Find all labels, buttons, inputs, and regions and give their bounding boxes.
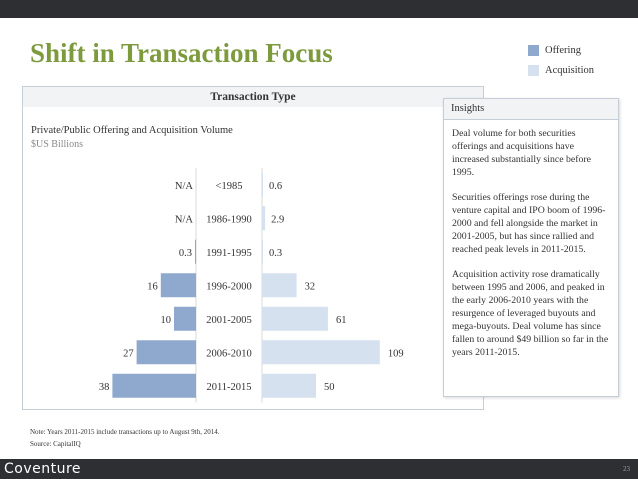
insights-body: Deal volume for both securities offering… [444,120,618,359]
page-number: 23 [623,465,630,473]
page-title: Shift in Transaction Focus [30,38,333,68]
legend-label-acquisition: Acquisition [545,64,594,76]
legend-label-offering: Offering [545,44,581,56]
footnote-note: Note: Years 2011-2015 include transactio… [30,428,220,436]
insights-panel: Insights Deal volume for both securities… [443,98,619,397]
chart-units: $US Billions [31,139,83,150]
legend-item-acquisition: Acquisition [528,60,594,80]
insight-paragraph: Acquisition activity rose dramatically b… [452,269,609,358]
acquisition-swatch [528,64,539,76]
footer-bar: Coventure 23 [0,459,638,479]
top-bar [0,0,638,18]
legend-item-offering: Offering [528,40,594,60]
insights-header: Insights [444,99,618,120]
company-logo: Coventure [4,461,82,477]
chart-subtitle: Private/Public Offering and Acquisition … [31,125,233,136]
chart-panel: Transaction Type Private/Public Offering… [22,86,484,410]
insight-paragraph: Deal volume for both securities offering… [452,128,592,178]
chart-legend: Offering Acquisition [528,40,594,80]
footnote-source: Source: CapitalIQ [30,440,81,448]
offering-swatch [528,44,539,56]
chart-panel-header: Transaction Type [23,87,483,107]
insight-paragraph: Securities offerings rose during the ven… [452,192,606,255]
